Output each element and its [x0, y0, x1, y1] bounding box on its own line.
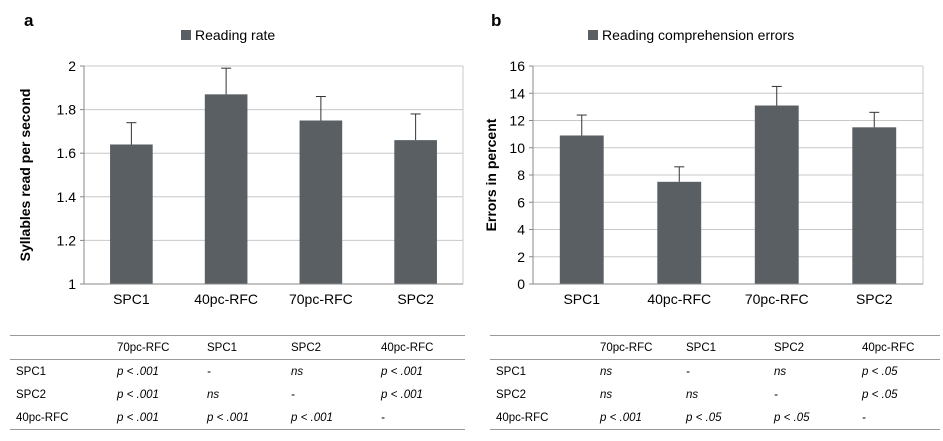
panel-label: a [24, 11, 34, 30]
y-tick-label: 1.8 [57, 102, 77, 118]
y-axis-label: Syllables read per second [17, 89, 33, 262]
y-tick-label: 4 [517, 222, 525, 238]
table-cell: p < .001 [117, 388, 159, 401]
row-header: SPC2 [16, 388, 47, 401]
bar [110, 144, 153, 284]
column-header: SPC2 [768, 335, 856, 360]
table-row: SPC1 ns - ns p < .05 [490, 360, 940, 384]
row-header: SPC2 [496, 388, 527, 401]
table-cell: p < .001 [594, 406, 680, 430]
y-tick-label: 14 [509, 85, 525, 101]
panel-label: b [491, 11, 501, 30]
table-cell: ns [291, 365, 304, 378]
table-row: SPC1 p < .001 - ns p < .001 [10, 360, 465, 384]
bar [754, 105, 799, 284]
table-cell: ns [600, 388, 613, 401]
table-cell: - [291, 388, 295, 401]
y-tick-label: 1.6 [57, 145, 77, 161]
panel-a: a Reading rate 1 1.2 1.4 1.6 1.8 2 SPC1 40pc-RFC 7… [0, 0, 471, 441]
bar [852, 127, 897, 284]
stats-table-b: 70pc-RFC SPC1 SPC2 40pc-RFC SPC1 ns - ns p < .05… [490, 335, 940, 430]
table-cell: p < .001 [381, 388, 423, 401]
bar [394, 140, 437, 284]
table-cell: p < .05 [862, 388, 898, 401]
category-label: 40pc-RFC [647, 291, 711, 307]
bar [559, 135, 604, 284]
table-cell: p < .001 [117, 365, 159, 378]
table-cell: ns [774, 365, 787, 378]
category-label: 40pc-RFC [194, 291, 258, 307]
table-cell: - [856, 406, 940, 430]
table-cell: p < .001 [201, 406, 285, 430]
legend-swatch [588, 30, 598, 40]
column-header: 40pc-RFC [375, 335, 465, 360]
y-tick-label: 8 [517, 167, 525, 183]
column-header: SPC2 [285, 335, 375, 360]
y-tick-label: 0 [517, 276, 525, 292]
table-cell: p < .05 [862, 365, 898, 378]
legend-label: Reading comprehension errors [602, 27, 794, 43]
y-tick-label: 1.2 [57, 232, 77, 248]
panel-b: b Reading comprehension errors 0 2 4 6 8 10 12 14… [472, 0, 943, 441]
y-tick-label: 10 [509, 140, 525, 156]
y-tick-label: 6 [517, 194, 525, 210]
y-tick-label: 12 [509, 113, 525, 129]
row-header: SPC1 [496, 365, 527, 378]
table-row: SPC2 p < .001 ns - p < .001 [10, 383, 465, 406]
table-cell: - [375, 406, 465, 430]
table-row: 40pc-RFC p < .001 p < .05 p < .05- [490, 406, 940, 430]
legend-label: Reading rate [195, 27, 275, 43]
row-header: SPC1 [16, 365, 47, 378]
table-cell: ns [207, 388, 220, 401]
chart-b: b Reading comprehension errors 0 2 4 6 8 10 12 14… [483, 11, 924, 307]
table-header-row: 70pc-RFC SPC1 SPC2 40pc-RFC [490, 335, 940, 360]
category-label: SPC2 [397, 291, 434, 307]
y-tick-label: 2 [68, 58, 76, 74]
column-header: SPC1 [680, 335, 768, 360]
column-header: 40pc-RFC [856, 335, 940, 360]
table-cell: - [774, 388, 778, 401]
column-header [10, 335, 111, 360]
table-cell: - [686, 365, 690, 378]
bar [299, 120, 343, 284]
column-header: 70pc-RFC [594, 335, 680, 360]
table-cell: ns [600, 365, 613, 378]
row-header: 40pc-RFC [10, 406, 111, 430]
y-axis-label: Errors in percent [483, 118, 499, 231]
category-label: SPC1 [563, 291, 600, 307]
table-cell: p < .05 [680, 406, 768, 430]
table-row: SPC2 ns ns - p < .05 [490, 383, 940, 406]
category-label: SPC2 [856, 291, 893, 307]
bar [204, 94, 248, 284]
y-tick-label: 16 [509, 58, 525, 74]
y-tick-label: 1 [68, 276, 76, 292]
table-cell: p < .001 [111, 406, 201, 430]
y-tick-label: 2 [517, 249, 525, 265]
table-row: 40pc-RFC p < .001 p < .001 p < .001- [10, 406, 465, 430]
row-header: 40pc-RFC [490, 406, 594, 430]
table-header-row: 70pc-RFC SPC1 SPC2 40pc-RFC [10, 335, 465, 360]
category-label: 70pc-RFC [745, 291, 809, 307]
category-label: SPC1 [113, 291, 150, 307]
category-label: 70pc-RFC [289, 291, 353, 307]
legend-swatch [181, 30, 191, 40]
table-cell: - [207, 365, 211, 378]
chart-a: a Reading rate 1 1.2 1.4 1.6 1.8 2 SPC1 40pc-RFC 7… [17, 11, 464, 307]
table-cell: p < .05 [768, 406, 856, 430]
column-header: 70pc-RFC [111, 335, 201, 360]
table-cell: p < .001 [381, 365, 423, 378]
y-tick-label: 1.4 [57, 189, 77, 205]
column-header [490, 335, 594, 360]
stats-table-a: 70pc-RFC SPC1 SPC2 40pc-RFC SPC1 p < .001- ns p… [10, 335, 465, 430]
table-cell: p < .001 [285, 406, 375, 430]
table-cell: ns [686, 388, 699, 401]
bar [657, 181, 702, 284]
column-header: SPC1 [201, 335, 285, 360]
